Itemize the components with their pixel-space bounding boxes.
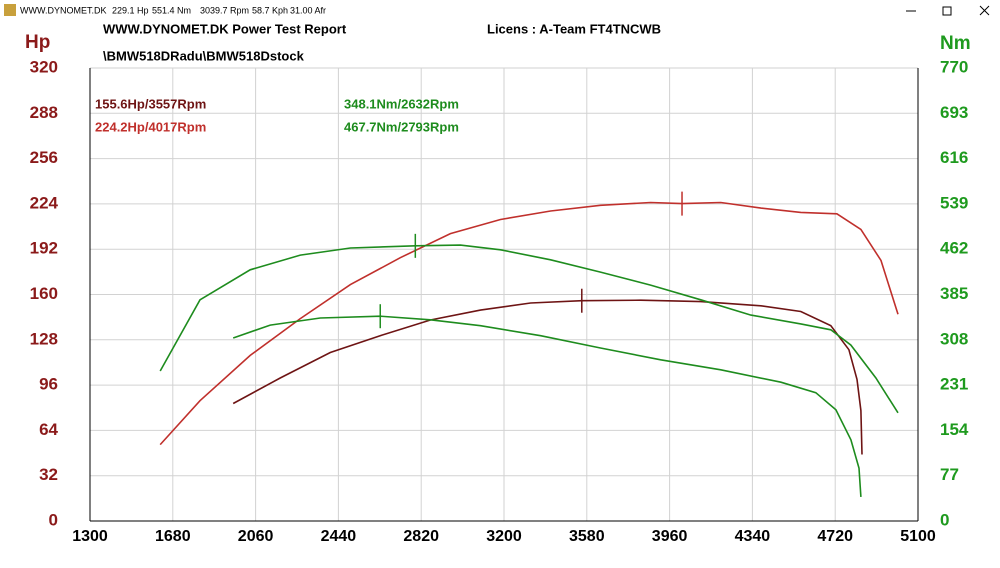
peak-label: 467.7Nm/2793Rpm <box>344 119 459 134</box>
y-tick-label: 256 <box>30 148 58 167</box>
y2-tick-label: 77 <box>940 465 959 484</box>
peak-label: 224.2Hp/4017Rpm <box>95 119 206 134</box>
peak-label: 155.6Hp/3557Rpm <box>95 96 206 111</box>
report-title: WWW.DYNOMET.DK Power Test Report <box>103 21 347 36</box>
x-tick-label: 3580 <box>569 528 605 545</box>
y2-tick-label: 462 <box>940 239 968 258</box>
y-tick-label: 64 <box>39 420 58 439</box>
y-tick-label: 320 <box>30 57 58 76</box>
window-controls <box>906 5 990 16</box>
title-bar-field: 551.4 Nm <box>152 5 191 15</box>
license: Licens : A-Team FT4TNCWB <box>487 21 661 36</box>
file-names: \BMW518DRadu\BMW518Dstock <box>103 48 305 63</box>
x-tick-label: 4340 <box>735 528 771 545</box>
y2-tick-label: 231 <box>940 375 968 394</box>
x-tick-label: 1680 <box>155 528 191 545</box>
title-bar-field: WWW.DYNOMET.DK <box>20 5 107 15</box>
y-tick-label: 96 <box>39 375 58 394</box>
title-bar-field: 3039.7 Rpm <box>200 5 249 15</box>
close-button[interactable] <box>979 5 990 16</box>
y2-tick-label: 0 <box>940 510 949 529</box>
curve <box>159 201 899 446</box>
y-tick-label: 128 <box>30 329 58 348</box>
curve <box>232 299 863 455</box>
title-bar-field: 229.1 Hp <box>112 5 149 15</box>
x-tick-label: 2060 <box>238 528 274 545</box>
y-tick-label: 160 <box>30 284 58 303</box>
app-icon <box>4 4 16 16</box>
title-bar-field: 58.7 Kph <box>252 5 288 15</box>
title-bar <box>0 0 1000 22</box>
peak-label: 348.1Nm/2632Rpm <box>344 96 459 111</box>
x-tick-label: 1300 <box>72 528 108 545</box>
x-tick-label: 2440 <box>321 528 357 545</box>
y-tick-label: 0 <box>49 510 58 529</box>
x-tick-label: 5100 <box>900 528 936 545</box>
y2-tick-label: 693 <box>940 103 968 122</box>
y2-tick-label: 770 <box>940 57 968 76</box>
y-axis-title: Hp <box>25 32 50 53</box>
y2-tick-label: 539 <box>940 193 968 212</box>
y2-tick-label: 616 <box>940 148 968 167</box>
y2-tick-label: 385 <box>940 284 968 303</box>
restore-button[interactable] <box>942 6 952 16</box>
x-tick-label: 3200 <box>486 528 522 545</box>
y-tick-label: 192 <box>30 239 58 258</box>
y-tick-label: 224 <box>30 193 59 212</box>
curve <box>159 244 899 414</box>
x-tick-label: 2820 <box>403 528 439 545</box>
y2-tick-label: 154 <box>940 420 969 439</box>
x-tick-label: 3960 <box>652 528 688 545</box>
y-tick-label: 32 <box>39 465 58 484</box>
y2-axis-title: Nm <box>940 33 971 54</box>
title-bar-field: 31.00 Afr <box>290 5 326 15</box>
x-tick-label: 4720 <box>817 528 853 545</box>
y-tick-label: 288 <box>30 103 58 122</box>
y2-tick-label: 308 <box>940 329 968 348</box>
curve <box>232 315 862 497</box>
